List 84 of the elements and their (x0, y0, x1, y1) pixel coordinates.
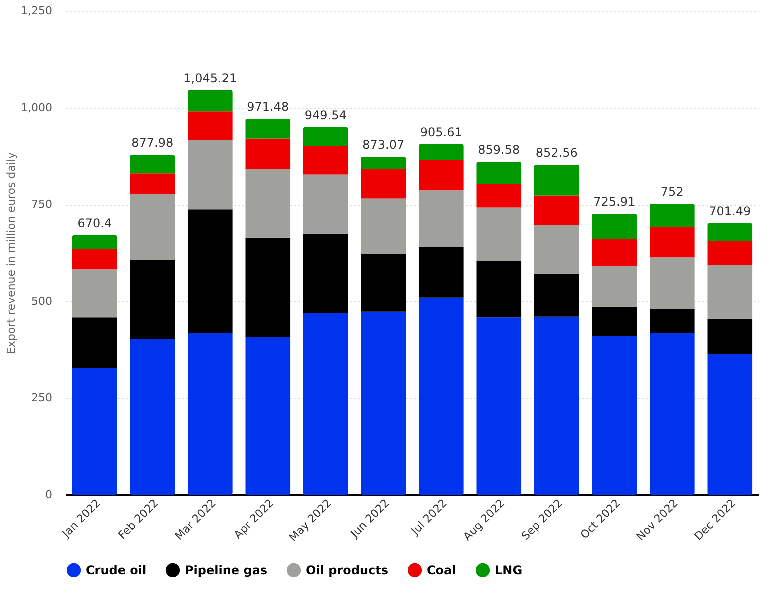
bar (650, 309, 695, 334)
bar (418, 144, 464, 160)
legend-label: Coal (427, 563, 456, 578)
total-label: 752 (660, 184, 684, 199)
bar (361, 156, 406, 170)
bar (361, 312, 406, 495)
bar (361, 169, 406, 199)
total-label: 725.91 (594, 194, 636, 209)
bar (130, 339, 176, 495)
total-label: 949.54 (304, 108, 347, 122)
y-tick-label: 500 (32, 294, 52, 308)
total-label: 670.4 (78, 216, 112, 230)
bar (188, 210, 233, 334)
bar (476, 318, 522, 495)
bar (246, 138, 291, 169)
bar (72, 368, 118, 495)
legend-label: LNG (495, 563, 523, 578)
total-label: 873.07 (362, 138, 405, 152)
bar (708, 265, 753, 319)
bar (418, 190, 464, 248)
y-tick-label: 1,000 (21, 101, 52, 114)
total-label: 877.98 (132, 136, 174, 150)
bar (246, 168, 291, 238)
legend-label: Crude oil (86, 563, 147, 578)
bar (303, 174, 348, 234)
bar (246, 337, 291, 495)
bar (188, 112, 233, 140)
bar (246, 238, 291, 338)
bar (130, 194, 176, 260)
bar (592, 214, 638, 240)
total-label: 701.49 (709, 204, 752, 218)
bar (418, 298, 464, 495)
bar (650, 258, 695, 310)
bar (303, 146, 348, 175)
total-label: 859.58 (478, 143, 520, 158)
bar (72, 270, 118, 318)
bar (130, 260, 176, 340)
bar (592, 239, 638, 266)
total-label: 1,045.21 (184, 71, 238, 86)
bar (130, 155, 176, 174)
bar (188, 333, 233, 495)
legend-label: Pipeline gas (185, 563, 268, 578)
bar (72, 318, 118, 368)
bar (418, 247, 464, 298)
y-tick-label: 1,250 (21, 4, 52, 18)
bar (476, 184, 522, 208)
total-label: 852.56 (536, 146, 578, 160)
bar (534, 226, 580, 274)
bar (476, 162, 522, 184)
y-axis-title: Export revenue in million euros daily (5, 152, 18, 355)
legend-label: Oil products (306, 563, 388, 578)
bar (534, 196, 580, 226)
bar (72, 249, 118, 270)
y-tick-label: 250 (32, 392, 52, 405)
y-tick-label: 750 (32, 198, 52, 212)
total-label: 971.48 (247, 100, 290, 114)
bar (188, 90, 233, 112)
bar (650, 227, 695, 258)
bar (303, 313, 348, 495)
bar (534, 274, 580, 317)
bar (361, 198, 406, 255)
bar (708, 241, 753, 266)
bar (246, 118, 291, 139)
bar (592, 306, 638, 336)
bar (476, 262, 522, 318)
bar (650, 333, 695, 495)
bar (476, 208, 522, 262)
total-label: 905.61 (420, 125, 462, 140)
bar (708, 354, 753, 495)
bar (361, 254, 406, 312)
bar (130, 174, 176, 195)
bar (592, 266, 638, 307)
bar (592, 336, 638, 495)
bar (72, 235, 118, 250)
bar (303, 127, 348, 147)
bar (188, 140, 233, 210)
bar (303, 234, 348, 314)
bar (418, 160, 464, 191)
bar (534, 164, 580, 196)
bar (534, 316, 580, 495)
y-tick-label: 0 (46, 488, 52, 502)
bar (650, 204, 695, 228)
bar (708, 223, 753, 242)
bar (708, 318, 753, 354)
